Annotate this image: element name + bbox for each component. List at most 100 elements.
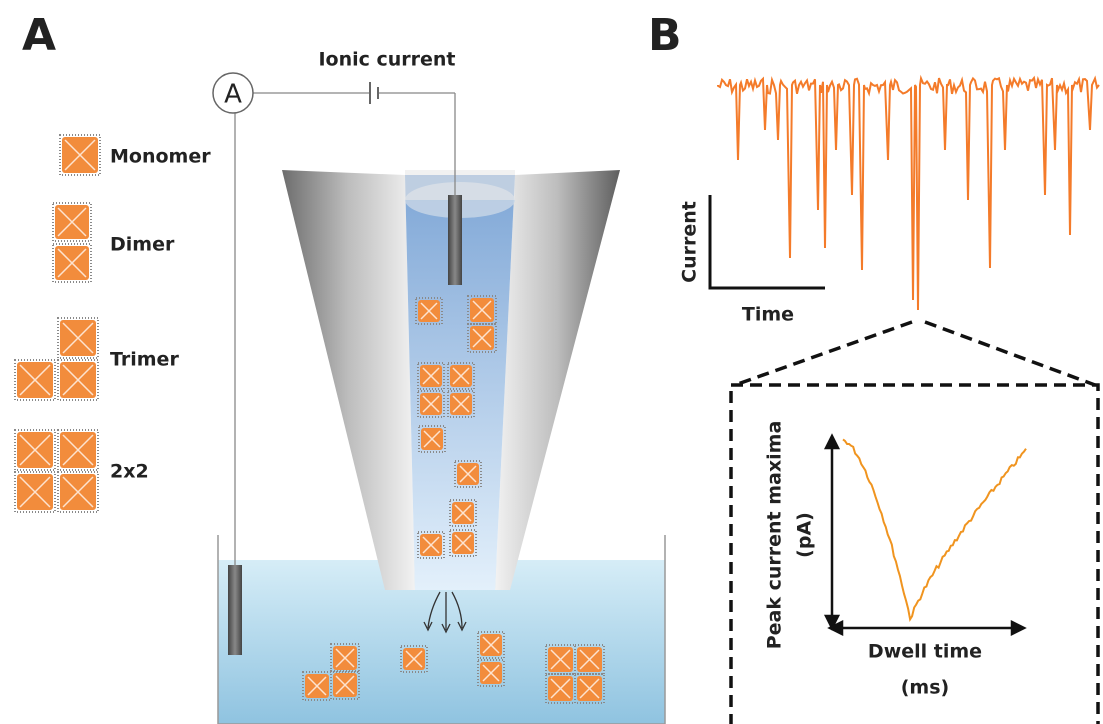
- particle-facet: [57, 248, 87, 278]
- particle: [57, 359, 99, 401]
- particle: [447, 390, 475, 418]
- particle-facet: [64, 139, 96, 171]
- ligand-shell: [545, 644, 576, 675]
- ligand-shell: [59, 134, 101, 176]
- particle: [57, 429, 99, 471]
- pipette-wall: [282, 170, 415, 590]
- particle: [447, 362, 475, 390]
- particle: [14, 359, 56, 401]
- flow-arrows: [423, 591, 467, 634]
- particle-facet: [19, 476, 51, 508]
- particle: [545, 644, 576, 675]
- particle-facet: [420, 302, 438, 320]
- ligand-shell: [574, 644, 605, 675]
- zoom-box: [729, 320, 1100, 724]
- particle: [449, 529, 477, 557]
- particle: [574, 644, 605, 675]
- particle-facet: [405, 650, 423, 668]
- electrode: [448, 195, 462, 285]
- particle-facet: [57, 207, 87, 237]
- particle-facet: [454, 504, 472, 522]
- ligand-shell: [400, 645, 428, 673]
- particles: [14, 134, 605, 704]
- particle-facet: [482, 636, 500, 654]
- particle-facet: [550, 678, 571, 699]
- particle: [418, 425, 446, 453]
- legend-label: Monomer: [110, 146, 211, 168]
- particle-facet: [19, 364, 51, 396]
- ligand-shell: [417, 531, 445, 559]
- particle-facet: [62, 434, 94, 466]
- particle: [417, 390, 445, 418]
- inset-axis-label: Peak current maxima: [764, 421, 786, 650]
- ligand-shell: [447, 390, 475, 418]
- ligand-shell: [545, 673, 576, 704]
- particle: [400, 645, 428, 673]
- pipette-wall: [495, 170, 620, 590]
- particle: [52, 243, 92, 283]
- particle-facet: [422, 395, 440, 413]
- particle-facet: [472, 328, 492, 348]
- particle: [467, 323, 497, 353]
- particle: [330, 643, 360, 673]
- particle: [545, 673, 576, 704]
- particle-facet: [335, 648, 355, 668]
- ligand-shell: [449, 499, 477, 527]
- ligand-shell: [14, 429, 56, 471]
- particle: [14, 471, 56, 513]
- particle: [57, 471, 99, 513]
- circuit-label: Ionic current: [318, 49, 455, 71]
- particle: [467, 295, 497, 325]
- ligand-shell: [449, 529, 477, 557]
- ligand-shell: [574, 673, 605, 704]
- legend-label: 2x2: [110, 461, 149, 483]
- particle: [59, 134, 101, 176]
- wires: [234, 92, 456, 565]
- particle-facet: [459, 465, 477, 483]
- particle: [417, 362, 445, 390]
- particle-facet: [423, 430, 441, 448]
- event-trace: [842, 438, 1027, 623]
- bath-wall: [217, 535, 666, 724]
- particle: [52, 202, 92, 242]
- particle-facet: [579, 678, 600, 699]
- ligand-shell: [467, 295, 497, 325]
- ligand-shell: [302, 671, 332, 701]
- ligand-shell: [477, 659, 505, 687]
- inset-axis-label: (pA): [794, 512, 816, 558]
- inset-axis-label: Dwell time: [868, 641, 982, 663]
- particle-facet: [422, 367, 440, 385]
- particle: [477, 659, 505, 687]
- panel-label: A: [22, 10, 56, 61]
- particle-facet: [307, 676, 327, 696]
- particle: [454, 460, 482, 488]
- particle-facet: [422, 536, 440, 554]
- particle: [302, 671, 332, 701]
- ligand-shell: [330, 643, 360, 673]
- ligand-shell: [467, 323, 497, 353]
- ligand-shell: [14, 359, 56, 401]
- particle-facet: [472, 300, 492, 320]
- particle-facet: [482, 664, 500, 682]
- ligand-shell: [418, 425, 446, 453]
- particle: [57, 317, 99, 359]
- ligand-shell: [454, 460, 482, 488]
- particle: [330, 670, 360, 700]
- ligand-shell: [14, 471, 56, 513]
- particle-facet: [335, 675, 355, 695]
- ammeter: [212, 72, 254, 114]
- particle-facet: [19, 434, 51, 466]
- current-trace: [717, 74, 1100, 311]
- particle-facet: [452, 395, 470, 413]
- particle: [574, 673, 605, 704]
- ligand-shell: [52, 202, 92, 242]
- electrode: [228, 565, 242, 655]
- particle-facet: [62, 364, 94, 396]
- particle-facet: [62, 476, 94, 508]
- panel-label: B: [648, 10, 682, 61]
- scale-bar: [708, 195, 825, 290]
- inset-axis-label: (ms): [901, 677, 949, 699]
- particle: [477, 631, 505, 659]
